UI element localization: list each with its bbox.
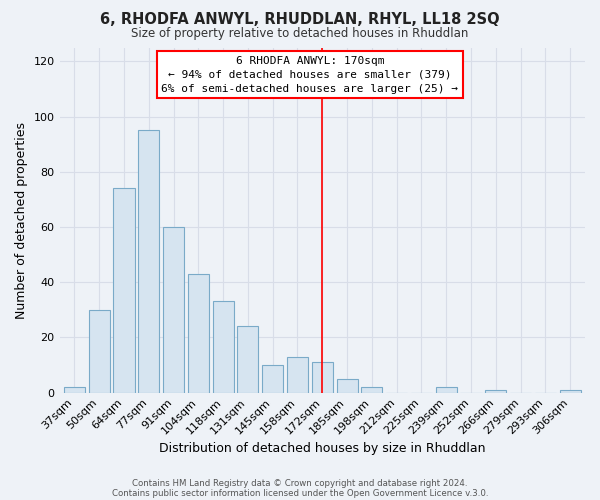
X-axis label: Distribution of detached houses by size in Rhuddlan: Distribution of detached houses by size … [159, 442, 485, 455]
Bar [436, 387, 457, 392]
Bar [212, 302, 233, 392]
Bar [312, 362, 333, 392]
Bar [188, 274, 209, 392]
Y-axis label: Number of detached properties: Number of detached properties [15, 122, 28, 318]
Bar [138, 130, 160, 392]
Text: Contains HM Land Registry data © Crown copyright and database right 2024.: Contains HM Land Registry data © Crown c… [132, 478, 468, 488]
Bar [262, 365, 283, 392]
Text: 6, RHODFA ANWYL, RHUDDLAN, RHYL, LL18 2SQ: 6, RHODFA ANWYL, RHUDDLAN, RHYL, LL18 2S… [100, 12, 500, 28]
Text: 6 RHODFA ANWYL: 170sqm
← 94% of detached houses are smaller (379)
6% of semi-det: 6 RHODFA ANWYL: 170sqm ← 94% of detached… [161, 56, 458, 94]
Bar [361, 387, 382, 392]
Text: Contains public sector information licensed under the Open Government Licence v.: Contains public sector information licen… [112, 488, 488, 498]
Bar [89, 310, 110, 392]
Bar [64, 387, 85, 392]
Bar [238, 326, 259, 392]
Bar [163, 227, 184, 392]
Bar [560, 390, 581, 392]
Text: Size of property relative to detached houses in Rhuddlan: Size of property relative to detached ho… [131, 28, 469, 40]
Bar [113, 188, 134, 392]
Bar [337, 379, 358, 392]
Bar [287, 356, 308, 392]
Bar [485, 390, 506, 392]
